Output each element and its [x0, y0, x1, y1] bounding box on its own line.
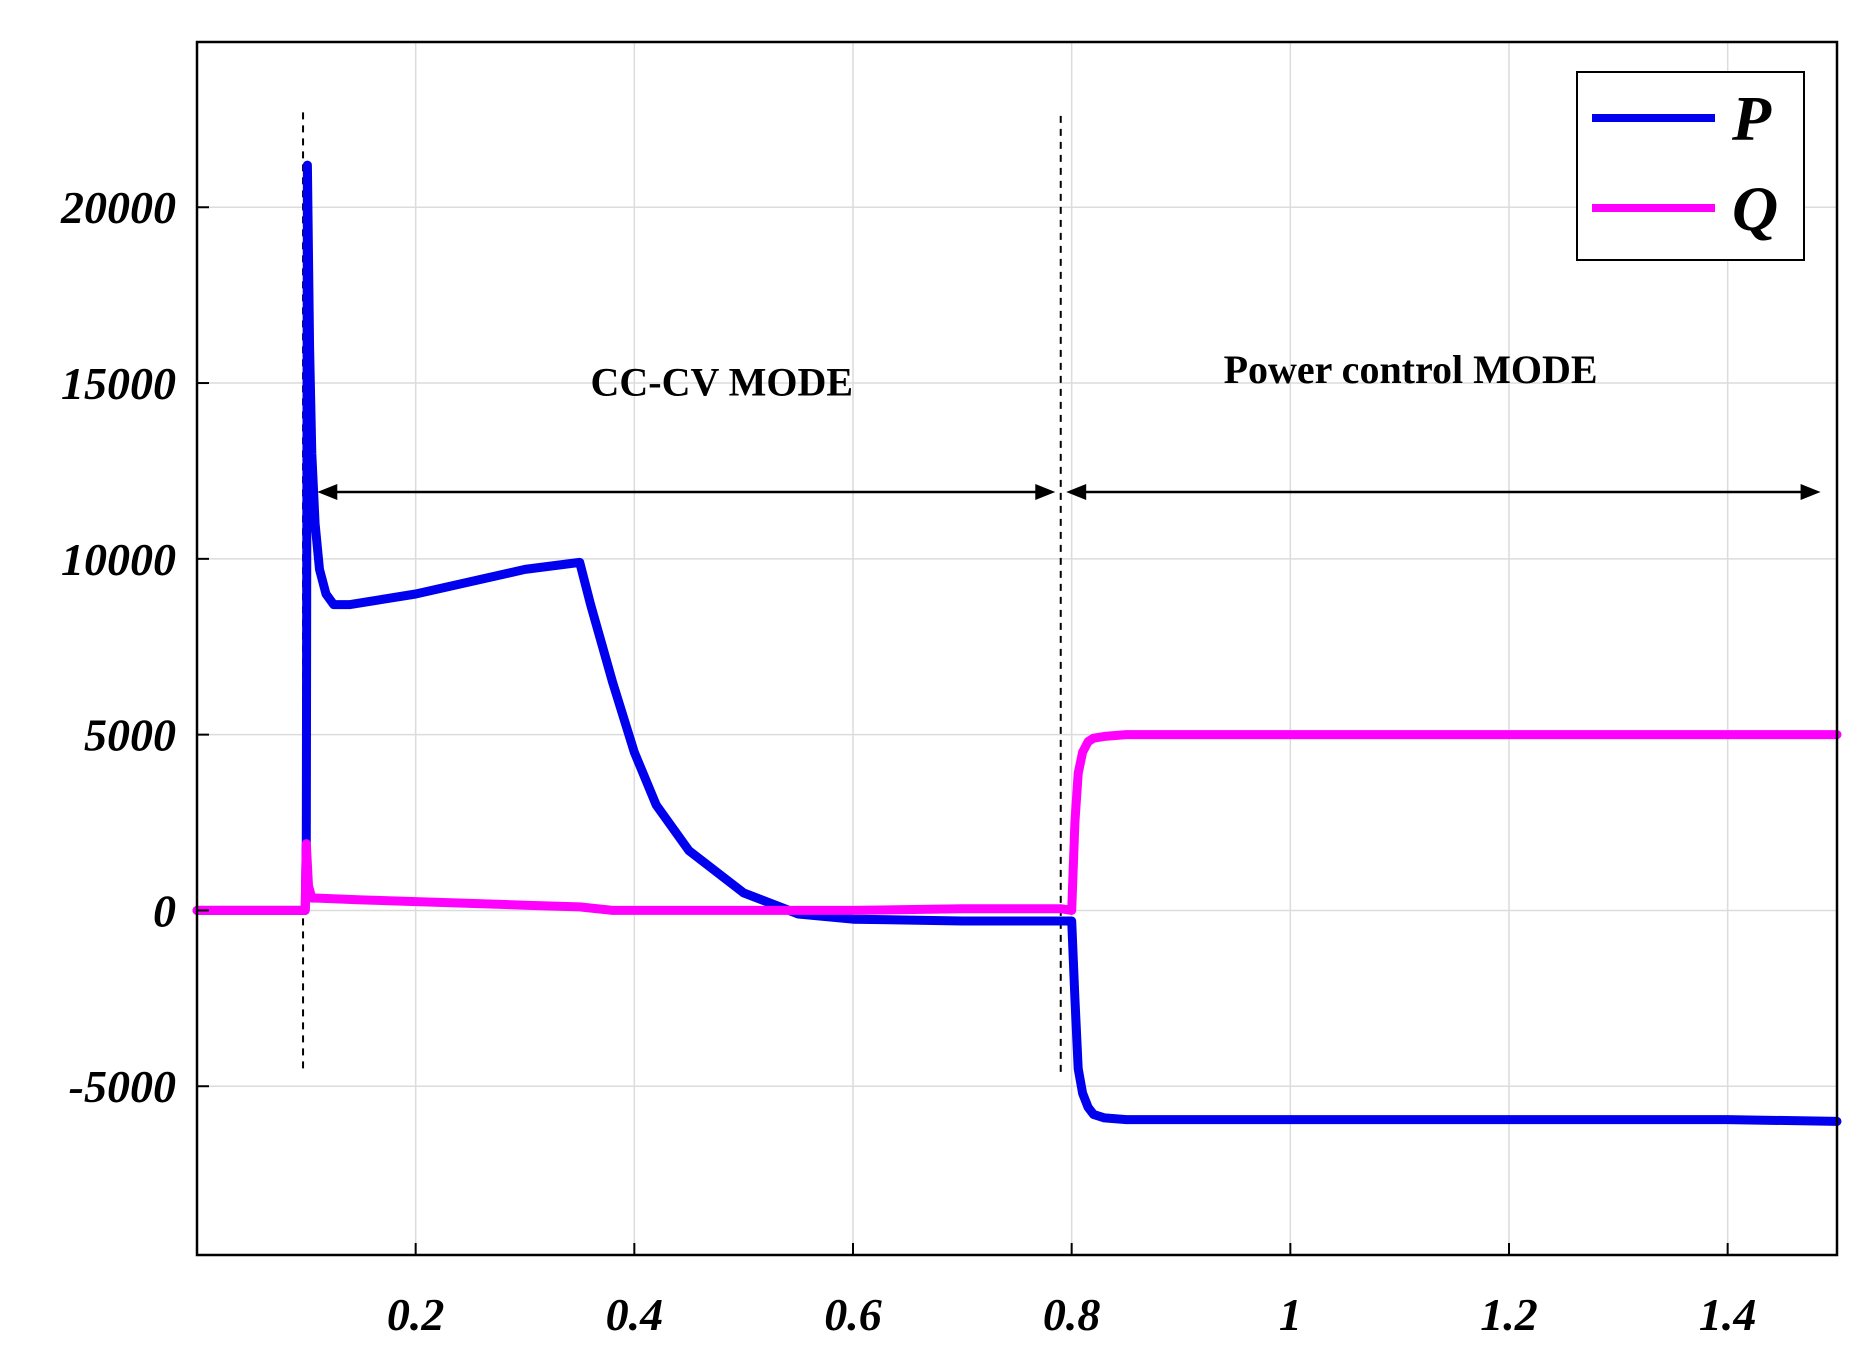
series-line-q	[192, 730, 1842, 915]
legend: PQ	[1576, 71, 1805, 261]
x-tick-label: 1	[1279, 1289, 1302, 1340]
axis-ticks: 0.2 0.4 0.6 0.8 1 1.2 1.4 -5000 0 5000 10000 15000 2…	[60, 182, 1756, 1340]
y-tick-label: 20000	[60, 182, 176, 233]
x-tick-label: 0.6	[824, 1289, 882, 1340]
arrow-head-right	[1800, 484, 1821, 501]
y-tick-label: -5000	[69, 1061, 176, 1112]
annotation-cc-cv: CC-CV MODE	[591, 359, 854, 404]
y-tick-label: 15000	[61, 358, 176, 409]
x-tick-label: 0.8	[1043, 1289, 1101, 1340]
legend-label-q: Q	[1732, 173, 1778, 244]
legend-label-p: P	[1731, 83, 1772, 154]
arrow-head-left	[317, 484, 338, 501]
series-line-p	[192, 160, 1842, 1126]
arrow-head-right	[1035, 484, 1056, 501]
plot-background	[197, 42, 1837, 1255]
mode-annotations: CC-CV MODE Power control MODE	[317, 347, 1821, 501]
annotation-power-control: Power control MODE	[1224, 347, 1598, 392]
y-tick-label: 10000	[61, 534, 176, 585]
arrow-cc-cv-span	[317, 484, 1056, 501]
series-lines	[192, 160, 1842, 1126]
y-tick-label: 0	[153, 885, 176, 936]
x-tick-label: 0.2	[387, 1289, 445, 1340]
y-tick-label: 5000	[84, 710, 176, 761]
arrow-power-control-span	[1066, 484, 1821, 501]
legend-box	[1576, 71, 1805, 261]
x-tick-label: 1.2	[1480, 1289, 1538, 1340]
plot-frame	[195, 40, 1839, 1257]
x-tick-label: 0.4	[606, 1289, 664, 1340]
x-tick-label: 1.4	[1699, 1289, 1757, 1340]
arrow-head-left	[1066, 484, 1087, 501]
